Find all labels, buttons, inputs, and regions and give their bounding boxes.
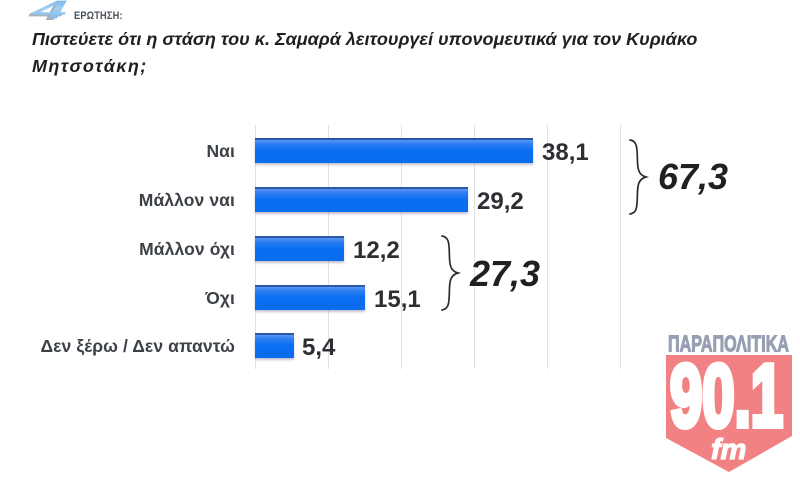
svg-text:ΠΑΡΑΠΟΛΙΤΙΚΑ: ΠΑΡΑΠΟΛΙΤΙΚΑ: [668, 331, 789, 357]
svg-text:fm: fm: [711, 434, 746, 466]
svg-text:90.1: 90.1: [670, 346, 783, 445]
